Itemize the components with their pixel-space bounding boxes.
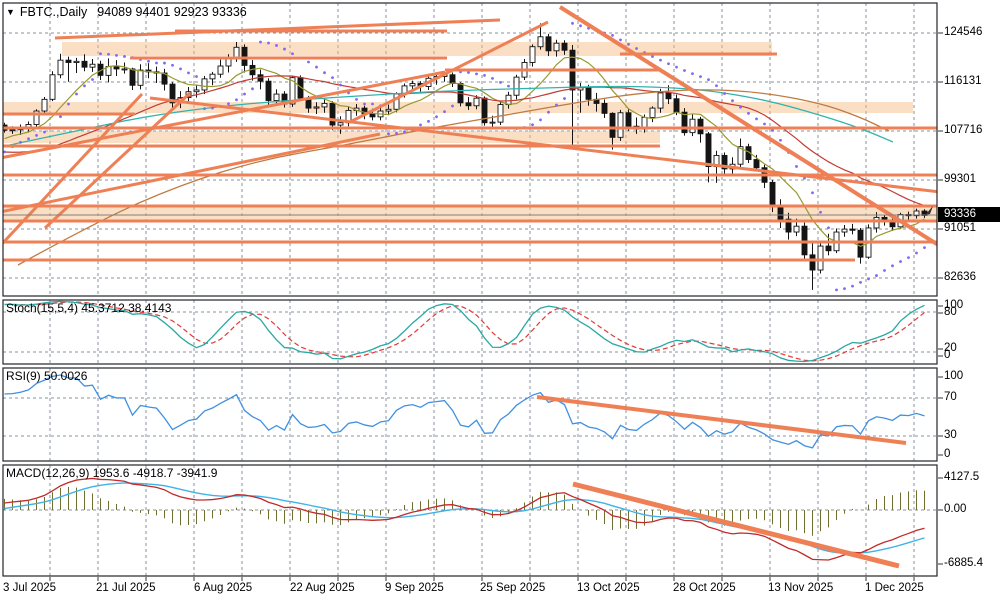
chart-canvas[interactable] — [0, 0, 1000, 600]
trading-chart-window: ▼ FBTC.,Daily 94089 94401 92923 93336 Stoc… — [0, 0, 1000, 600]
